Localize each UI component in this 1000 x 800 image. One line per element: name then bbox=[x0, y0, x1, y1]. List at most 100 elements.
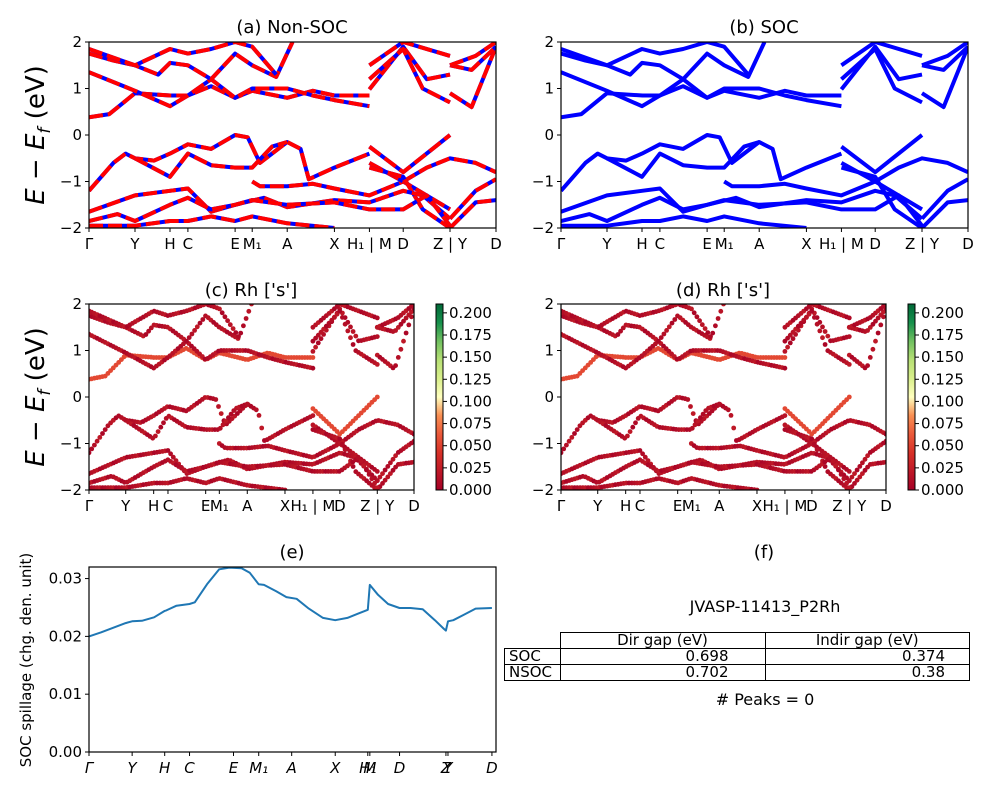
axes-frame bbox=[88, 566, 497, 753]
xtick-label: Γ bbox=[557, 497, 566, 515]
panel-e-axes: 0.030.020.010.00Γ Y H C E M₁ A X H₁M D ZY D bbox=[49, 566, 498, 777]
xtick-label: E bbox=[673, 497, 682, 515]
xtick-label: Z | Y bbox=[360, 497, 395, 515]
projection-point bbox=[153, 433, 158, 439]
band-line-soc bbox=[840, 156, 968, 184]
projection-point bbox=[666, 324, 672, 330]
projection-point bbox=[865, 328, 870, 333]
colorbar-tick-label: 0.000 bbox=[449, 481, 492, 499]
projection-point bbox=[564, 442, 569, 448]
xtick-label: E bbox=[229, 759, 239, 777]
colorbar-tick-label: 0.125 bbox=[449, 370, 492, 388]
band-line-nonsoc bbox=[367, 44, 451, 91]
projection-point bbox=[574, 427, 580, 432]
projection-point bbox=[878, 322, 884, 328]
band-line-soc bbox=[561, 186, 924, 221]
xtick-label: M₁ bbox=[249, 759, 268, 777]
colorbar-tick-label: 0.050 bbox=[921, 437, 964, 455]
colorbar-tick-label: 0.075 bbox=[921, 415, 964, 433]
projection-point bbox=[184, 338, 189, 344]
band-line-soc bbox=[839, 44, 923, 91]
band-line-nonsoc bbox=[368, 42, 451, 67]
panel-b-title: (b) SOC bbox=[729, 17, 798, 38]
xtick-label: M bbox=[363, 759, 376, 777]
projection-point bbox=[838, 472, 844, 477]
projection-point bbox=[822, 329, 828, 334]
projection-point bbox=[844, 480, 849, 486]
colorbar-tick-label: 0.175 bbox=[449, 326, 492, 344]
ytick-label: 2 bbox=[72, 295, 82, 313]
projection-point bbox=[569, 435, 575, 440]
projection-point bbox=[830, 458, 836, 464]
projection-point bbox=[337, 308, 343, 314]
panel-a-axes: 2 1 0 −1 −2Γ Y H C E M₁ A X H₁ | M D Z | Y D bbox=[60, 33, 502, 253]
axes-frame bbox=[560, 41, 969, 229]
projection-point bbox=[658, 335, 664, 340]
projection-point bbox=[143, 332, 149, 337]
xtick-label: H₁ | M bbox=[291, 497, 336, 515]
projection-point bbox=[318, 336, 324, 342]
panel-e-title: (e) bbox=[279, 542, 304, 563]
xtick-label: H bbox=[636, 235, 647, 253]
xtick-label: H₁ | M bbox=[347, 235, 392, 253]
band-line-nonsoc bbox=[448, 198, 496, 228]
projection-point bbox=[873, 318, 878, 324]
ytick-label: 0 bbox=[544, 388, 554, 406]
xtick-label: A bbox=[282, 235, 293, 253]
projection-point bbox=[358, 458, 364, 464]
projection-point bbox=[158, 424, 164, 430]
xtick-label: D bbox=[869, 235, 881, 253]
xtick-label: X bbox=[801, 235, 811, 253]
ytick-label: −2 bbox=[60, 219, 82, 237]
gap-table-col-indir: Indir gap (eV) bbox=[764, 632, 970, 649]
band-line-soc bbox=[561, 70, 842, 109]
projection-point bbox=[403, 315, 409, 321]
band-line-soc bbox=[920, 45, 968, 110]
projection-point bbox=[857, 474, 863, 480]
band-line-soc bbox=[561, 133, 843, 193]
projection-point bbox=[337, 436, 343, 442]
projection-point bbox=[661, 331, 667, 337]
xtick-label: H₁ | M bbox=[763, 497, 808, 515]
projection-point bbox=[409, 309, 414, 315]
projection-point bbox=[189, 331, 195, 337]
projection-point bbox=[854, 477, 860, 483]
colorbar-tick-label: 0.025 bbox=[921, 459, 964, 477]
table-row: NSOC 0.702 0.38 bbox=[504, 664, 970, 681]
panel-c-axes: 210−1−2Γ Y H C E M₁ A X H₁ | MD Z | Y D0.2000.1750… bbox=[60, 295, 492, 515]
projection-point bbox=[689, 425, 695, 431]
projection-point bbox=[310, 349, 316, 354]
svg-text:E − Ef (eV): E − Ef (eV) bbox=[21, 65, 55, 205]
xtick-label: H bbox=[159, 759, 170, 777]
band-line-nonsoc bbox=[89, 133, 371, 193]
projection-point bbox=[377, 474, 383, 480]
projection-point bbox=[403, 330, 409, 336]
xtick-label: Z | Y bbox=[433, 235, 468, 253]
xtick-label: M₁ bbox=[243, 235, 262, 253]
ytick-label: 2 bbox=[544, 295, 554, 313]
ytick-label: −2 bbox=[532, 219, 554, 237]
xtick-label: Γ bbox=[557, 235, 566, 253]
band-line-nonsoc bbox=[89, 42, 278, 76]
projection-point bbox=[220, 422, 226, 428]
projection-point bbox=[223, 418, 229, 424]
band-line-nonsoc bbox=[368, 165, 452, 228]
colorbar-tick-label: 0.150 bbox=[449, 348, 492, 366]
projection-point bbox=[787, 340, 793, 346]
colorbar bbox=[907, 303, 916, 491]
projection-point bbox=[695, 418, 701, 424]
projection-point bbox=[364, 467, 369, 473]
projection-point bbox=[817, 328, 823, 334]
projection-point bbox=[236, 334, 241, 339]
panel-d-axes: 210−1−2Γ Y H C E M₁ A X H₁ | MD Z | Y D0.2000.1750… bbox=[532, 295, 964, 515]
ytick-label: −1 bbox=[60, 173, 82, 191]
xtick-label: D bbox=[490, 235, 502, 253]
projection-point bbox=[728, 413, 734, 418]
projection-point bbox=[865, 453, 870, 459]
projection-point bbox=[395, 355, 401, 360]
projection-point bbox=[393, 363, 398, 368]
projection-point bbox=[374, 469, 380, 474]
projection-point bbox=[398, 346, 404, 352]
projection-point bbox=[846, 469, 852, 474]
colorbar-tick-label: 0.075 bbox=[449, 415, 492, 433]
